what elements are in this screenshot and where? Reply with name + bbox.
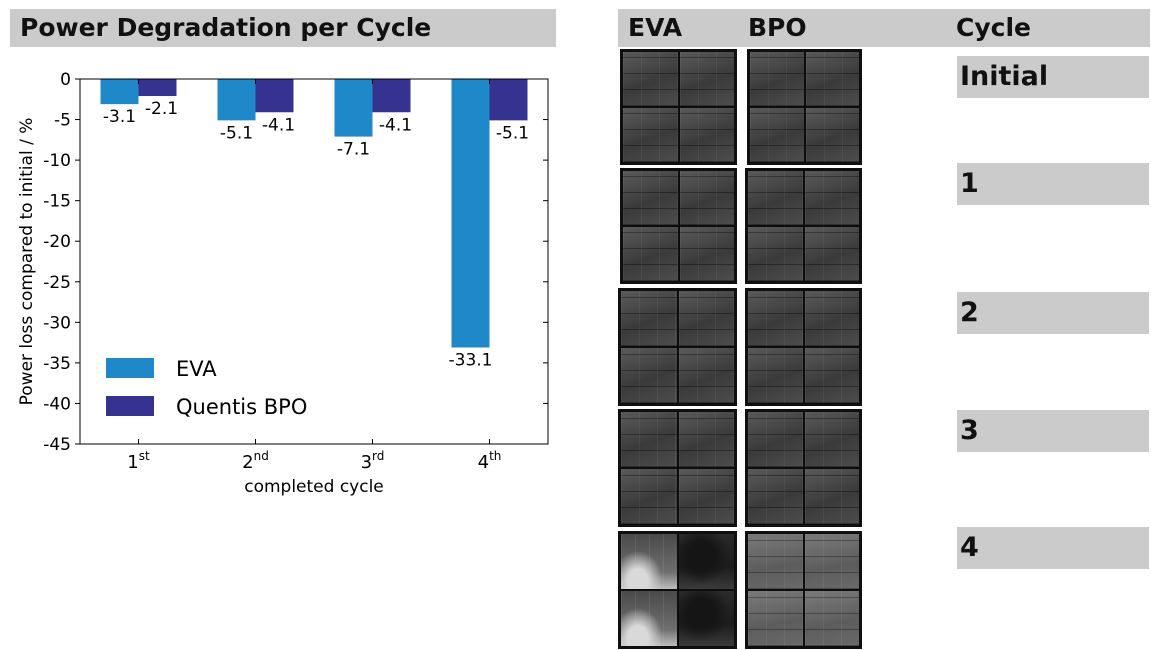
legend-swatch-eva xyxy=(106,358,154,378)
eva-panel-cycle-3 xyxy=(618,409,737,527)
bar-eva-3 xyxy=(334,79,373,137)
data-label: -33.1 xyxy=(449,350,493,370)
x-tick-label: 2nd xyxy=(242,449,269,473)
data-label: -5.1 xyxy=(220,123,253,143)
bpo-panel-cycle-2 xyxy=(745,288,862,406)
data-label: -7.1 xyxy=(337,140,370,160)
eva-panel-cycle-2 xyxy=(618,288,737,406)
y-tick-label: -45 xyxy=(43,435,71,455)
y-tick-label: 0 xyxy=(60,70,71,90)
legend-label: EVA xyxy=(176,357,217,381)
cycle-label-2: 2 xyxy=(957,292,1149,334)
cycle-label-4: 4 xyxy=(957,527,1149,569)
y-tick-label: -30 xyxy=(43,313,71,333)
eva-panel-cycle-1 xyxy=(620,168,737,284)
cycle-label-3: 3 xyxy=(957,410,1149,452)
bpo-panel-initial xyxy=(747,49,862,165)
bar-eva-1 xyxy=(100,79,139,105)
legend-swatch-bpo xyxy=(106,396,154,416)
header-bpo: BPO xyxy=(748,13,807,42)
x-axis-label: completed cycle xyxy=(244,477,384,497)
eva-panel-initial xyxy=(620,49,737,165)
y-axis-label: Power loss compared to initial / % xyxy=(17,118,37,406)
eva-panel-cycle-4 xyxy=(618,531,737,649)
bar-bpo-2 xyxy=(255,79,294,113)
bpo-panel-cycle-4 xyxy=(745,531,862,649)
y-tick-label: -5 xyxy=(54,111,71,131)
cycle-label-1: 1 xyxy=(957,163,1149,205)
x-tick-label: 1st xyxy=(127,449,150,473)
y-tick-label: -20 xyxy=(43,232,71,252)
plot-frame xyxy=(79,78,549,445)
bpo-panel-cycle-3 xyxy=(745,409,862,527)
cycle-label-initial: Initial xyxy=(957,56,1149,98)
chart-title: Power Degradation per Cycle xyxy=(10,9,556,47)
y-tick-label: -35 xyxy=(43,354,71,374)
legend-label: Quentis BPO xyxy=(176,395,307,419)
header-eva: EVA xyxy=(628,13,683,42)
bar-chart: 0-5-10-15-20-25-30-35-40-45-3.1-5.1-7.1-… xyxy=(17,70,549,497)
data-label: -2.1 xyxy=(145,99,178,119)
header-cycle: Cycle xyxy=(956,13,1031,42)
y-tick-label: -40 xyxy=(43,394,71,414)
right-header: EVA BPO Cycle xyxy=(618,9,1150,47)
x-tick-label: 3rd xyxy=(361,449,385,473)
y-tick-label: -15 xyxy=(43,192,71,212)
bar-bpo-3 xyxy=(372,79,411,113)
y-tick-label: -10 xyxy=(43,151,71,171)
data-label: -4.1 xyxy=(379,115,412,135)
x-tick-label: 4th xyxy=(478,449,502,473)
bar-eva-2 xyxy=(217,79,256,121)
data-label: -4.1 xyxy=(262,115,295,135)
y-tick-label: -25 xyxy=(43,273,71,293)
bar-bpo-1 xyxy=(138,79,177,97)
data-label: -5.1 xyxy=(496,123,529,143)
bpo-panel-cycle-1 xyxy=(745,168,862,284)
data-label: -3.1 xyxy=(103,107,136,127)
bar-eva-4 xyxy=(451,79,490,348)
bar-bpo-4 xyxy=(489,79,528,121)
